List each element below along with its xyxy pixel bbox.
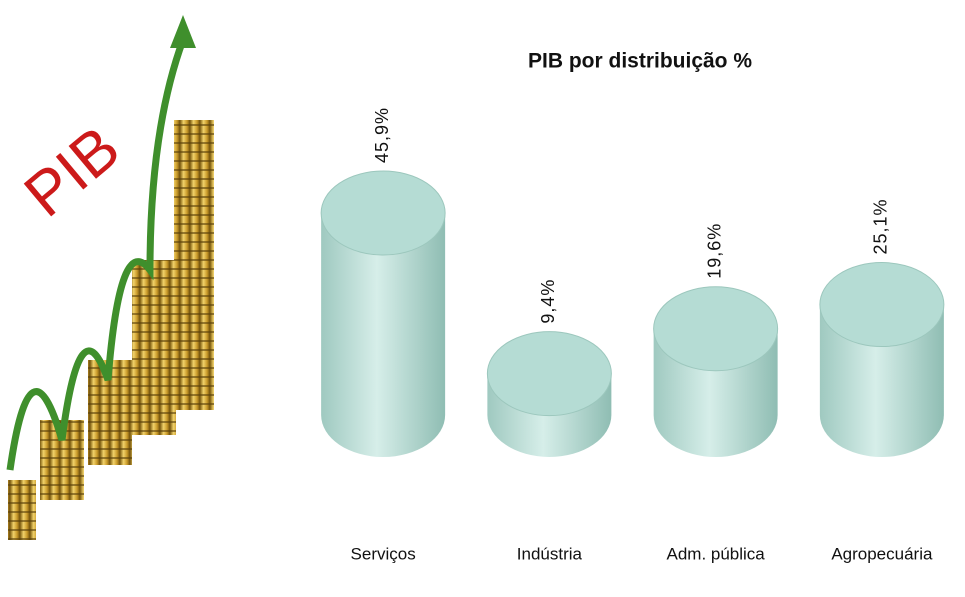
cylinder-top: [486, 331, 612, 417]
cylinder-body: [321, 213, 446, 458]
illustration: PIB: [6, 15, 214, 540]
value-label: 25,1%: [871, 199, 891, 255]
illustration-text: PIB: [12, 113, 133, 230]
cylinder-top: [320, 170, 446, 256]
value-label: 45,9%: [372, 107, 392, 163]
category-label: Adm. pública: [666, 544, 765, 563]
coin-stack: [8, 480, 36, 540]
value-label: 19,6%: [704, 223, 724, 279]
cylinder-body: [819, 304, 944, 458]
cylinder-top: [653, 286, 779, 372]
category-label: Indústria: [517, 544, 583, 563]
growth-arrow: [6, 38, 187, 471]
coin-stack: [132, 260, 176, 435]
coin-stack: [174, 120, 214, 410]
cylinder-top: [819, 262, 945, 348]
chart-title: PIB por distribuição %: [528, 50, 752, 73]
category-label: Agropecuária: [831, 544, 933, 563]
category-label: Serviços: [351, 544, 416, 563]
arrow-head: [170, 15, 196, 48]
value-label: 9,4%: [538, 279, 558, 324]
